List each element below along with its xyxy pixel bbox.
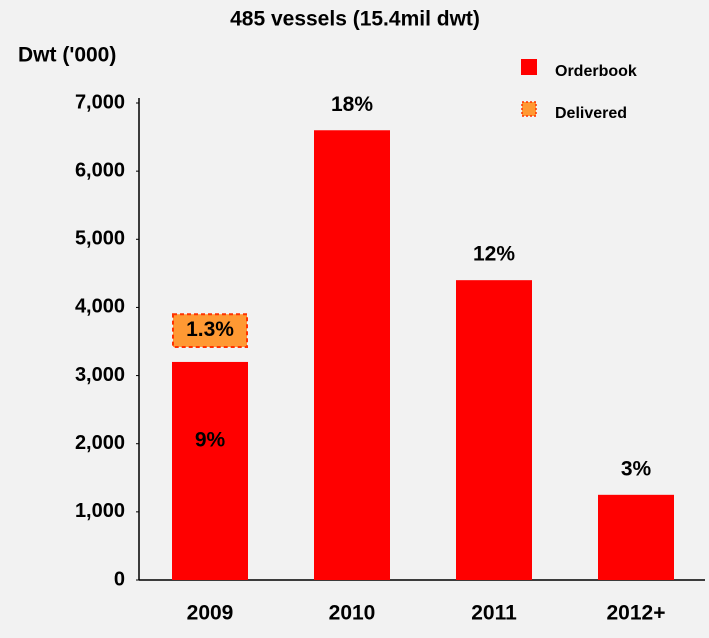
x-tick-label: 2011	[471, 602, 517, 625]
y-tick-label: 2,000	[75, 432, 125, 454]
x-tick-label: 2010	[329, 602, 376, 625]
legend-swatch	[521, 59, 537, 75]
x-tick-label: 2009	[187, 602, 234, 625]
y-axis-label: Dwt ('000)	[18, 44, 116, 67]
x-tick-label: 2012+	[607, 602, 666, 625]
bar	[314, 130, 390, 580]
legend-label: Orderbook	[555, 63, 637, 80]
y-tick-label: 3,000	[75, 364, 125, 386]
data-label: 1.3%	[186, 318, 234, 341]
data-label: 9%	[195, 429, 226, 452]
y-tick-label: 5,000	[75, 228, 125, 250]
bar	[598, 494, 674, 580]
data-label: 18%	[331, 93, 373, 116]
y-tick-label: 1,000	[75, 500, 125, 522]
bar	[172, 361, 248, 580]
data-label: 3%	[621, 457, 652, 480]
legend-label: Delivered	[555, 105, 627, 122]
bar-segment	[172, 313, 248, 348]
legend-swatch	[521, 101, 537, 117]
data-label: 12%	[473, 243, 515, 266]
y-tick-label: 6,000	[75, 159, 125, 181]
y-tick-label: 7,000	[75, 91, 125, 113]
y-tick-label: 0	[114, 568, 125, 590]
chart-title: 485 vessels (15.4mil dwt)	[230, 8, 480, 31]
y-tick-label: 4,000	[75, 296, 125, 318]
bar	[456, 280, 532, 580]
